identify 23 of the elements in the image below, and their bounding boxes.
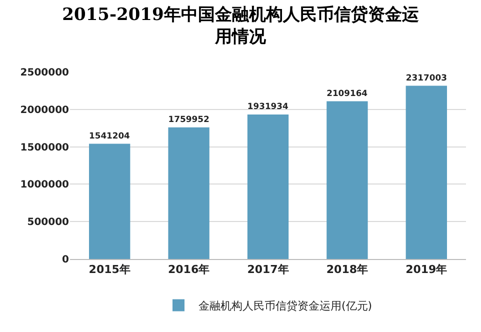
data-label: 2317003	[406, 72, 448, 82]
data-label: 1931934	[247, 101, 288, 112]
bar	[247, 114, 289, 259]
y-tick-label: 500000	[27, 217, 70, 228]
data-label: 2109164	[326, 88, 368, 98]
data-label: 1541204	[89, 130, 130, 140]
bar	[89, 144, 130, 259]
chart-title: 2015-2019年中国金融机构人民币信贷资金运用情况	[62, 4, 419, 48]
y-tick-label: 1500000	[20, 142, 70, 154]
x-tick-label: 2017年	[247, 263, 289, 276]
x-tick-label: 2018年	[326, 263, 368, 276]
x-tick-label: 2015年	[88, 263, 130, 276]
y-tick-label: 2500000	[20, 68, 70, 78]
y-tick-label: 1000000	[20, 180, 70, 191]
bar	[406, 86, 447, 259]
y-tick-label: 2000000	[20, 104, 70, 116]
y-tick-label: 0	[62, 254, 70, 266]
data-label: 1759952	[168, 114, 210, 124]
bar	[326, 101, 368, 259]
x-tick-label: 2016年	[168, 263, 210, 276]
x-tick-label: 2019年	[406, 263, 448, 276]
legend-label: 金融机构人民币信贷资金运用(亿元)	[198, 300, 372, 313]
bar	[168, 127, 210, 259]
